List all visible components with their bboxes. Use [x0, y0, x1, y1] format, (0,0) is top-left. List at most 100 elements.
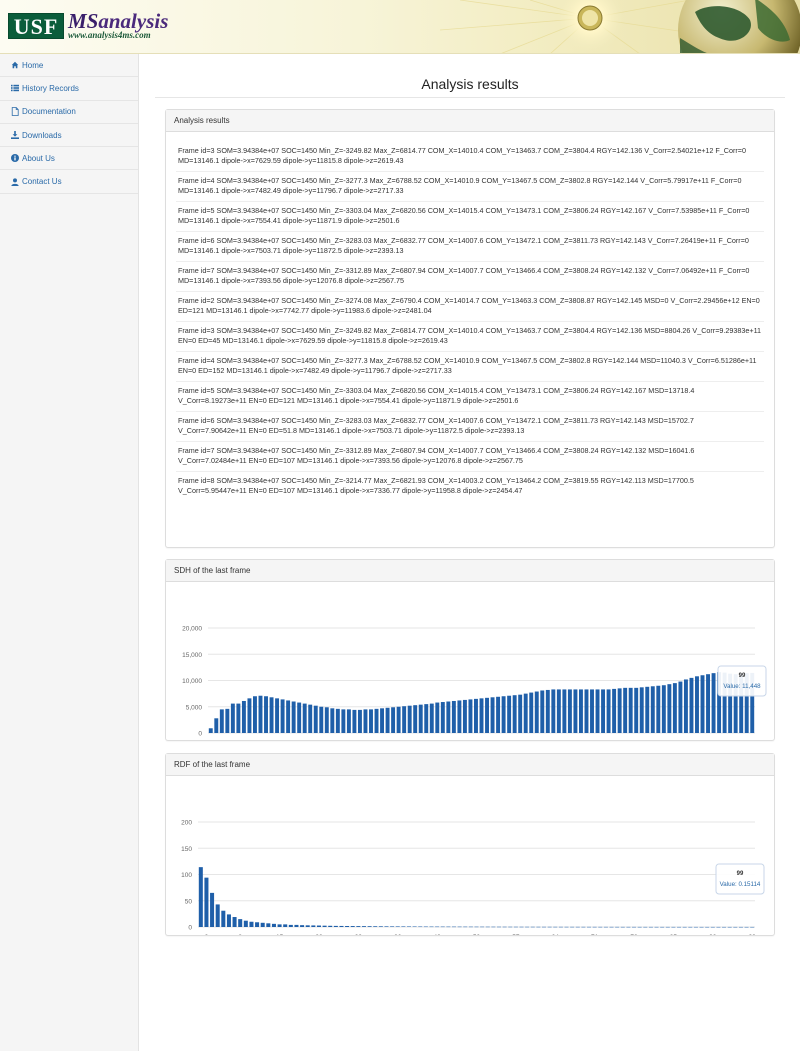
chart-bar[interactable]: [345, 926, 350, 927]
chart-bar[interactable]: [513, 926, 518, 928]
chart-bar[interactable]: [385, 707, 390, 733]
chart-bar[interactable]: [479, 698, 484, 733]
chart-bar[interactable]: [485, 697, 489, 733]
chart-bar[interactable]: [584, 689, 589, 733]
chart-bar[interactable]: [744, 673, 749, 733]
chart-bar[interactable]: [474, 698, 478, 733]
chart-bar[interactable]: [739, 673, 744, 733]
chart-bar[interactable]: [258, 695, 263, 733]
sidebar-item-home[interactable]: Home: [0, 54, 138, 78]
chart-bar[interactable]: [480, 926, 485, 928]
chart-bar[interactable]: [266, 923, 271, 927]
chart-bar[interactable]: [406, 926, 411, 927]
chart-bar[interactable]: [238, 919, 243, 927]
chart-bar[interactable]: [311, 925, 316, 927]
chart-bar[interactable]: [660, 926, 665, 928]
chart-bar[interactable]: [253, 696, 257, 733]
chart-bar[interactable]: [536, 926, 541, 928]
chart-bar[interactable]: [302, 703, 307, 733]
chart-bar[interactable]: [570, 926, 575, 928]
chart-bar[interactable]: [341, 709, 346, 733]
chart-bar[interactable]: [603, 926, 608, 928]
chart-bar[interactable]: [462, 699, 467, 733]
chart-bar[interactable]: [367, 926, 372, 927]
chart-bar[interactable]: [534, 691, 539, 733]
chart-bar[interactable]: [683, 679, 688, 733]
chart-bar[interactable]: [485, 926, 490, 928]
chart-bar[interactable]: [401, 926, 406, 927]
chart-bar[interactable]: [545, 689, 550, 733]
chart-bar[interactable]: [440, 926, 445, 928]
chart-bar[interactable]: [542, 926, 547, 928]
chart-bar[interactable]: [413, 705, 418, 733]
chart-bar[interactable]: [271, 923, 276, 927]
sidebar-item-downloads[interactable]: Downloads: [0, 124, 138, 148]
chart-bar[interactable]: [643, 926, 648, 928]
chart-bar[interactable]: [716, 926, 721, 928]
chart-bar[interactable]: [501, 696, 506, 733]
sidebar-item-documentation[interactable]: Documentation: [0, 101, 138, 124]
chart-bar[interactable]: [598, 926, 603, 928]
chart-bar[interactable]: [269, 697, 274, 733]
chart-bar[interactable]: [374, 708, 379, 733]
chart-bar[interactable]: [661, 685, 666, 733]
chart-bar[interactable]: [313, 705, 318, 733]
chart-bar[interactable]: [463, 926, 468, 928]
chart-bar[interactable]: [380, 708, 385, 733]
chart-bar[interactable]: [429, 703, 434, 733]
chart-bar[interactable]: [232, 917, 237, 927]
chart-bar[interactable]: [639, 687, 644, 733]
chart-bar[interactable]: [369, 709, 373, 733]
chart-bar[interactable]: [297, 702, 302, 733]
chart-bar[interactable]: [496, 696, 501, 733]
chart-bar[interactable]: [328, 925, 333, 927]
chart-bar[interactable]: [373, 926, 378, 927]
chart-bar[interactable]: [744, 926, 749, 928]
chart-bar[interactable]: [750, 672, 755, 733]
rdf-chart[interactable]: 0 50 100 150 200 2 8 15 22 29 36 43 50 57 64 71 78 85 92 99…: [166, 776, 774, 941]
chart-bar[interactable]: [727, 926, 732, 928]
chart-bar[interactable]: [204, 877, 209, 927]
chart-bar[interactable]: [750, 926, 755, 928]
chart-bar[interactable]: [260, 922, 265, 927]
chart-bar[interactable]: [632, 926, 637, 928]
chart-bar[interactable]: [728, 673, 733, 733]
chart-bar[interactable]: [241, 700, 246, 733]
chart-bar[interactable]: [305, 925, 310, 927]
chart-bar[interactable]: [529, 692, 534, 733]
chart-bar[interactable]: [339, 925, 344, 927]
chart-bar[interactable]: [672, 683, 677, 733]
chart-bar[interactable]: [710, 926, 715, 928]
chart-bar[interactable]: [615, 926, 620, 928]
chart-bar[interactable]: [435, 926, 440, 928]
chart-bar[interactable]: [490, 697, 495, 733]
chart-bar[interactable]: [322, 925, 327, 927]
chart-bar[interactable]: [300, 925, 305, 927]
chart-bar[interactable]: [518, 694, 523, 733]
chart-bar[interactable]: [623, 687, 628, 733]
chart-bar[interactable]: [609, 926, 614, 928]
chart-bar[interactable]: [356, 926, 361, 927]
chart-bar[interactable]: [722, 926, 727, 928]
chart-bar[interactable]: [648, 926, 653, 928]
chart-bar[interactable]: [407, 705, 412, 733]
chart-bar[interactable]: [288, 924, 293, 927]
chart-bar[interactable]: [333, 925, 338, 927]
chart-bar[interactable]: [508, 926, 513, 928]
chart-bar[interactable]: [677, 926, 682, 928]
chart-bar[interactable]: [656, 685, 661, 733]
chart-bar[interactable]: [705, 926, 710, 928]
chart-bar[interactable]: [645, 686, 650, 733]
chart-bar[interactable]: [249, 921, 254, 927]
chart-bar[interactable]: [275, 698, 280, 733]
chart-bar[interactable]: [451, 700, 456, 733]
chart-bar[interactable]: [665, 926, 670, 928]
msanalysis-logo[interactable]: MSanalysis: [68, 10, 168, 32]
chart-bar[interactable]: [551, 689, 556, 733]
chart-bar[interactable]: [738, 926, 743, 928]
chart-bar[interactable]: [236, 703, 241, 733]
chart-bar[interactable]: [277, 924, 282, 927]
chart-bar[interactable]: [617, 688, 622, 733]
chart-bar[interactable]: [390, 926, 395, 927]
chart-bar[interactable]: [378, 926, 383, 927]
